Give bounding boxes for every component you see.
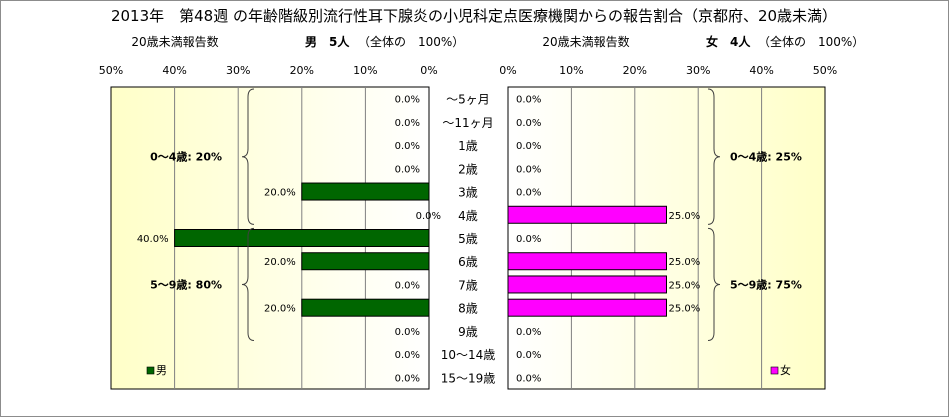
male-data-label: 0.0% (416, 211, 441, 222)
category-label: 7歳 (458, 278, 478, 292)
female-tick-label: 10% (559, 64, 583, 77)
category-label: ～5ヶ月 (446, 93, 490, 107)
male-header-total: 男 5人 (305, 34, 350, 49)
female-header-share: （全体の 100%） (758, 34, 864, 49)
male-bar (301, 298, 430, 317)
male-legend-swatch (146, 366, 155, 375)
female-group-brace (707, 227, 721, 342)
male-data-label: 0.0% (395, 327, 420, 338)
female-tick-label: 30% (686, 64, 710, 77)
chart-title: 2013年 第48週 の年齢階級別流行性耳下腺炎の小児科定点医療機関からの報告割… (111, 7, 837, 25)
male-tick-label: 20% (290, 64, 314, 77)
female-data-label: 0.0% (516, 234, 541, 245)
category-label: 3歳 (458, 186, 478, 200)
female-data-label: 0.0% (516, 95, 541, 106)
category-label: 8歳 (458, 302, 478, 316)
male-data-label: 0.0% (395, 280, 420, 291)
category-label: ～11ヶ月 (442, 116, 493, 130)
male-bar (301, 182, 430, 201)
female-group-label: 0～4歳: 25% (730, 150, 802, 164)
female-data-label: 0.0% (516, 118, 541, 129)
category-label: 1歳 (458, 139, 478, 153)
category-label: 9歳 (458, 325, 478, 339)
male-group-label: 5～9歳: 80% (150, 277, 222, 291)
male-legend-label: 男 (156, 364, 167, 377)
male-tick-label: 30% (226, 64, 250, 77)
female-tick-label: 20% (623, 64, 647, 77)
female-tick-label: 50% (813, 64, 837, 77)
male-age-groups: 0～4歳: 20% 5～9歳: 80% (150, 88, 255, 342)
male-group-label: 0～4歳: 20% (150, 150, 222, 164)
female-data-label: 0.0% (516, 373, 541, 384)
category-label: 2歳 (458, 162, 478, 176)
male-bar (174, 229, 430, 247)
category-label: 4歳 (458, 209, 478, 223)
category-label: 6歳 (458, 255, 478, 269)
female-age-groups: 0～4歳: 25% 5～9歳: 75% (707, 88, 802, 342)
category-labels: ～5ヶ月 ～11ヶ月 1歳 2歳 3歳 4歳 5歳 6歳 7歳 8歳 9歳 10～14歳 15～19歳 (441, 93, 496, 386)
female-bar (507, 298, 667, 317)
category-label: 15～19歳 (441, 371, 496, 385)
female-header-total: 女 4人 (706, 34, 751, 49)
male-bar (301, 252, 430, 271)
female-gridlines (570, 87, 763, 389)
female-data-labels: 0.0% 0.0% 0.0% 0.0% 0.0% 25.0% 0.0% 25.0% 25.0% 2… (516, 95, 700, 385)
male-data-label: 20.0% (264, 188, 296, 199)
female-data-label: 25.0% (669, 257, 701, 268)
female-plot-area (507, 86, 826, 390)
male-tick-label: 50% (99, 64, 123, 77)
male-data-label: 0.0% (395, 373, 420, 384)
female-data-label: 25.0% (669, 280, 701, 291)
female-data-label: 0.0% (516, 327, 541, 338)
male-group-brace (241, 227, 255, 342)
female-data-label: 25.0% (669, 304, 701, 315)
female-legend-label: 女 (780, 363, 791, 377)
female-data-label: 0.0% (516, 141, 541, 152)
female-header-count-label: 20歳未満報告数 (542, 34, 629, 49)
female-tick-label: 0% (499, 64, 516, 77)
female-axis-ticks: 0% 10% 20% 30% 40% 50% (499, 64, 837, 77)
male-data-label: 0.0% (395, 164, 420, 175)
female-group-label: 5～9歳: 75% (730, 277, 802, 291)
female-tick-label: 40% (749, 64, 773, 77)
female-bar (507, 252, 667, 271)
male-header-count-label: 20歳未満報告数 (131, 34, 218, 49)
category-label: 5歳 (458, 232, 478, 246)
male-header-share: （全体の 100%） (358, 34, 464, 49)
male-tick-label: 10% (353, 64, 377, 77)
male-data-label: 0.0% (395, 350, 420, 361)
male-data-label: 20.0% (264, 257, 296, 268)
male-data-label: 0.0% (395, 141, 420, 152)
male-data-label: 40.0% (137, 234, 169, 245)
male-bars (174, 182, 430, 317)
female-legend-swatch (770, 366, 779, 375)
female-group-brace (707, 88, 721, 225)
female-data-label: 0.0% (516, 164, 541, 175)
female-bar (507, 275, 667, 294)
male-data-label: 0.0% (395, 118, 420, 129)
female-data-label: 0.0% (516, 188, 541, 199)
female-data-label: 0.0% (516, 350, 541, 361)
male-data-labels: 0.0% 0.0% 0.0% 0.0% 20.0% 0.0% 40.0% 20.0% 0.0% 2… (137, 95, 441, 385)
male-group-brace (241, 88, 255, 225)
female-bar (507, 205, 667, 224)
male-data-label: 0.0% (395, 95, 420, 106)
female-data-label: 25.0% (669, 211, 701, 222)
category-label: 10～14歳 (441, 348, 496, 362)
male-tick-label: 0% (420, 64, 437, 77)
male-axis-ticks: 50% 40% 30% 20% 10% 0% (99, 64, 438, 77)
male-tick-label: 40% (162, 64, 186, 77)
female-bars (507, 205, 667, 317)
male-data-label: 20.0% (264, 304, 296, 315)
